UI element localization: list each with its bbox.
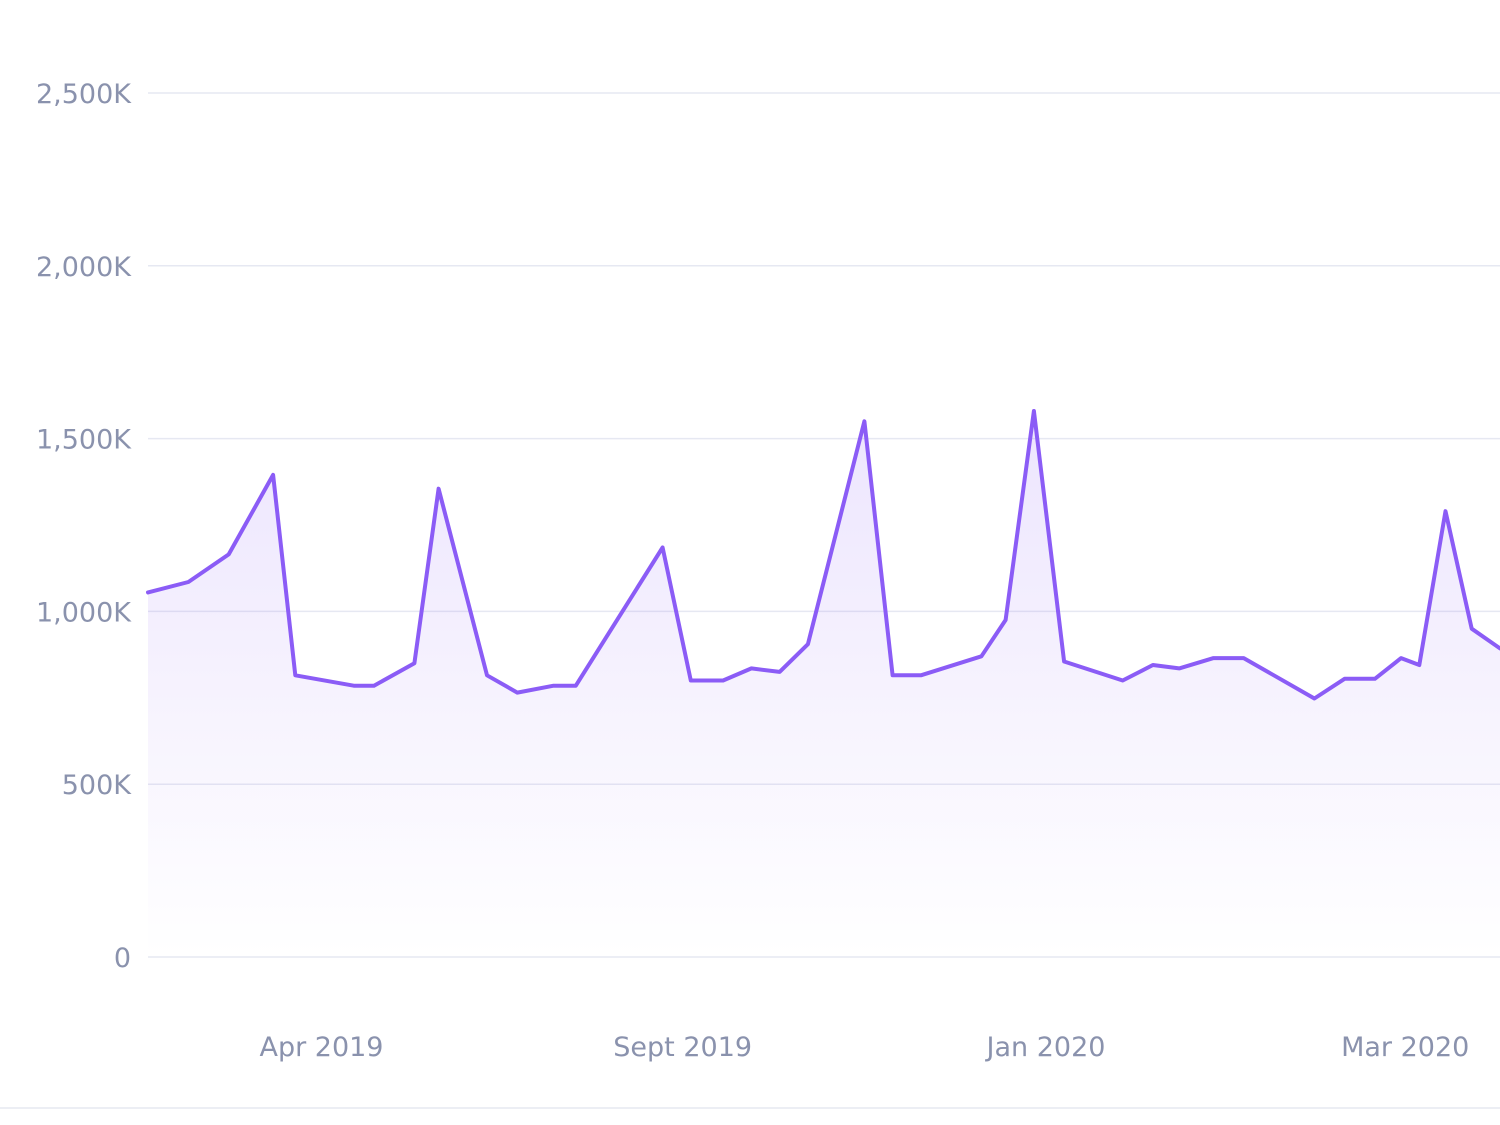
y-tick-label: 1,500K (36, 425, 132, 456)
data-point[interactable] (859, 416, 869, 426)
data-point[interactable] (224, 549, 234, 559)
y-axis-labels: 0 500K 1,000K 1,500K 2,000K 2,500K (36, 79, 132, 974)
data-point[interactable] (1396, 653, 1406, 663)
data-point[interactable] (349, 681, 359, 691)
data-point[interactable] (1239, 653, 1249, 663)
x-axis-labels: Apr 2019 Sept 2019 Jan 2020 Mar 2020 (259, 1032, 1469, 1063)
y-tick-label: 1,000K (36, 597, 132, 628)
data-point[interactable] (1467, 624, 1477, 634)
data-point[interactable] (143, 587, 153, 597)
data-point[interactable] (183, 577, 193, 587)
data-point[interactable] (549, 681, 559, 691)
data-point[interactable] (1370, 674, 1380, 684)
data-point[interactable] (512, 688, 522, 698)
data-point[interactable] (686, 676, 696, 686)
data-point[interactable] (1029, 406, 1039, 416)
data-point[interactable] (1340, 674, 1350, 684)
data-point[interactable] (290, 670, 300, 680)
data-point[interactable] (409, 658, 419, 668)
data-point[interactable] (718, 676, 728, 686)
series-line (146, 409, 1500, 701)
data-point[interactable] (434, 484, 444, 494)
data-point[interactable] (1148, 660, 1158, 670)
data-point[interactable] (268, 470, 278, 480)
y-tick-label: 0 (114, 943, 131, 974)
data-point[interactable] (1309, 694, 1319, 704)
data-point[interactable] (888, 670, 898, 680)
data-point[interactable] (1441, 506, 1451, 516)
data-point[interactable] (746, 663, 756, 673)
y-tick-label: 2,000K (36, 252, 132, 283)
data-point[interactable] (775, 667, 785, 677)
data-point[interactable] (976, 651, 986, 661)
data-point[interactable] (1209, 653, 1219, 663)
data-point[interactable] (1174, 663, 1184, 673)
data-point[interactable] (1001, 615, 1011, 625)
data-point[interactable] (1414, 660, 1424, 670)
data-point[interactable] (916, 670, 926, 680)
x-tick-label: Mar 2020 (1341, 1032, 1469, 1063)
data-point[interactable] (658, 543, 668, 553)
x-tick-label: Jan 2020 (985, 1032, 1106, 1063)
y-tick-label: 500K (62, 770, 133, 801)
data-point[interactable] (369, 681, 379, 691)
data-point[interactable] (1059, 657, 1069, 667)
series-area-fill (148, 411, 1500, 957)
data-point[interactable] (571, 681, 581, 691)
data-point[interactable] (803, 639, 813, 649)
x-tick-label: Apr 2019 (259, 1032, 383, 1063)
x-tick-label: Sept 2019 (613, 1032, 752, 1063)
y-tick-label: 2,500K (36, 79, 132, 110)
data-point[interactable] (1118, 676, 1128, 686)
data-point[interactable] (482, 670, 492, 680)
